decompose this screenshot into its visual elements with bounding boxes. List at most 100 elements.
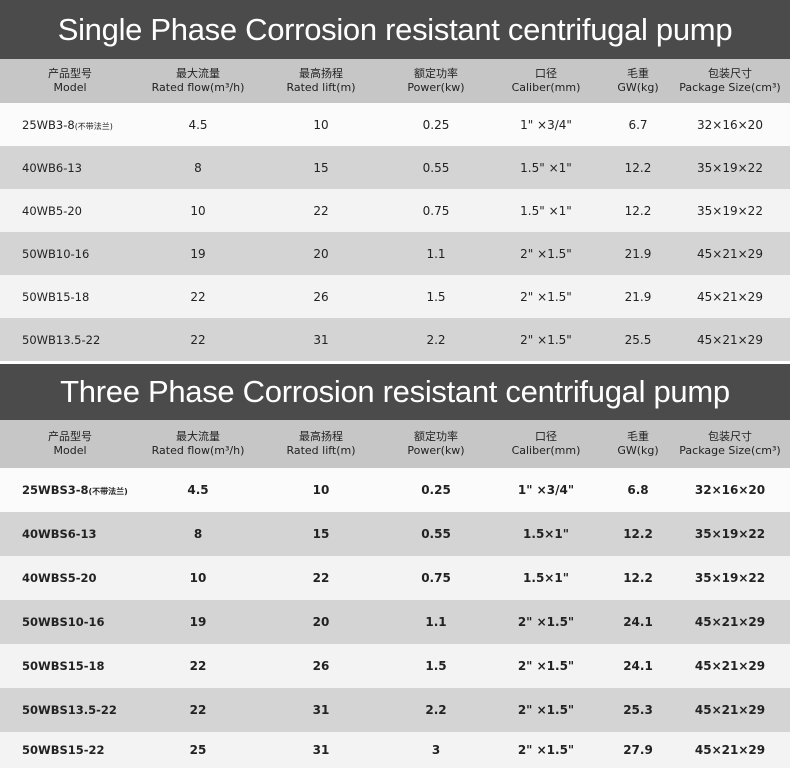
size-cell: 35×19×22 — [670, 189, 790, 232]
model-name: 50WBS10-16 — [22, 615, 105, 629]
gw-cell: 25.3 — [606, 688, 670, 732]
model-cell: 25WBS3-8(不带法兰) — [0, 468, 140, 512]
model-name: 50WB13.5-22 — [22, 332, 101, 347]
column-header: 产品型号 Model — [0, 59, 140, 103]
gw-cell: 12.2 — [606, 189, 670, 232]
table-row: 50WB13.5-22 22 31 2.2 2" ×1.5" 25.5 45×21×29 — [0, 318, 790, 361]
flow-cell: 25 — [140, 732, 256, 768]
column-header-cn: 产品型号 — [48, 67, 92, 80]
flow-cell: 19 — [140, 232, 256, 275]
caliber-cell: 1.5×1" — [486, 556, 606, 600]
size-cell: 32×16×20 — [670, 103, 790, 146]
lift-cell: 26 — [256, 275, 386, 318]
caliber-cell: 2" ×1.5" — [486, 318, 606, 361]
gw-cell: 24.1 — [606, 600, 670, 644]
flow-cell: 4.5 — [140, 468, 256, 512]
model-name: 40WBS5-20 — [22, 571, 97, 585]
column-header-cn: 口径 — [535, 67, 557, 80]
flow-cell: 22 — [140, 275, 256, 318]
three-phase-title: Three Phase Corrosion resistant centrifu… — [0, 364, 790, 420]
caliber-cell: 1.5×1" — [486, 512, 606, 556]
column-header-cn: 毛重 — [627, 430, 649, 443]
table-row: 40WBS6-13 8 15 0.55 1.5×1" 12.2 35×19×22 — [0, 512, 790, 556]
model-name: 50WBS15-22 — [22, 743, 105, 757]
model-cell: 50WB10-16 — [0, 232, 140, 275]
power-cell: 0.25 — [386, 103, 486, 146]
caliber-cell: 2" ×1.5" — [486, 732, 606, 768]
column-header-en: Model — [53, 444, 87, 457]
column-header-en: Rated lift(m) — [286, 81, 356, 94]
gw-cell: 12.2 — [606, 512, 670, 556]
caliber-cell: 1" ×3/4" — [486, 468, 606, 512]
caliber-cell: 2" ×1.5" — [486, 275, 606, 318]
column-header-en: Package Size(cm³) — [679, 444, 781, 457]
header-row: 产品型号 Model 最大流量 Rated flow(m³/h) 最高扬程 Rated l… — [0, 59, 790, 103]
gw-cell: 12.2 — [606, 146, 670, 189]
column-header-en: Package Size(cm³) — [679, 81, 781, 94]
caliber-cell: 2" ×1.5" — [486, 688, 606, 732]
model-cell: 50WBS15-22 — [0, 732, 140, 768]
model-name: 40WB6-13 — [22, 160, 82, 175]
lift-cell: 15 — [256, 146, 386, 189]
power-cell: 1.1 — [386, 600, 486, 644]
flow-cell: 22 — [140, 688, 256, 732]
model-cell: 40WBS5-20 — [0, 556, 140, 600]
column-header-cn: 产品型号 — [48, 430, 92, 443]
column-header: 额定功率 Power(kw) — [386, 59, 486, 103]
model-name: 25WB3-8 — [22, 117, 75, 132]
column-header-en: Rated flow(m³/h) — [151, 444, 245, 457]
model-cell: 40WB6-13 — [0, 146, 140, 189]
column-header-cn: 包装尺寸 — [708, 67, 752, 80]
gw-cell: 12.2 — [606, 556, 670, 600]
column-header: 额定功率 Power(kw) — [386, 420, 486, 468]
flow-cell: 8 — [140, 146, 256, 189]
size-cell: 45×21×29 — [670, 275, 790, 318]
table-row: 40WB5-20 10 22 0.75 1.5" ×1" 12.2 35×19×22 — [0, 189, 790, 232]
lift-cell: 20 — [256, 232, 386, 275]
lift-cell: 10 — [256, 103, 386, 146]
power-cell: 0.25 — [386, 468, 486, 512]
column-header: 毛重 GW(kg) — [606, 420, 670, 468]
power-cell: 2.2 — [386, 688, 486, 732]
model-cell: 50WBS13.5-22 — [0, 688, 140, 732]
gw-cell: 6.7 — [606, 103, 670, 146]
single-phase-title: Single Phase Corrosion resistant centrif… — [0, 0, 790, 59]
size-cell: 45×21×29 — [670, 732, 790, 768]
model-cell: 40WB5-20 — [0, 189, 140, 232]
power-cell: 2.2 — [386, 318, 486, 361]
model-cell: 25WB3-8(不带法兰) — [0, 103, 140, 146]
gw-cell: 24.1 — [606, 644, 670, 688]
power-cell: 0.75 — [386, 556, 486, 600]
size-cell: 35×19×22 — [670, 146, 790, 189]
three-phase-table: 产品型号 Model 最大流量 Rated flow(m³/h) 最高扬程 Rated l… — [0, 420, 790, 768]
column-header: 毛重 GW(kg) — [606, 59, 670, 103]
model-cell: 50WB13.5-22 — [0, 318, 140, 361]
model-name: 40WB5-20 — [22, 203, 82, 218]
column-header: 产品型号 Model — [0, 420, 140, 468]
gw-cell: 25.5 — [606, 318, 670, 361]
table-row: 25WB3-8(不带法兰) 4.5 10 0.25 1" ×3/4" 6.7 32×16×2… — [0, 103, 790, 146]
column-header: 最大流量 Rated flow(m³/h) — [140, 420, 256, 468]
model-note: (不带法兰) — [88, 487, 128, 496]
column-header-en: Caliber(mm) — [511, 81, 581, 94]
lift-cell: 22 — [256, 189, 386, 232]
header-row: 产品型号 Model 最大流量 Rated flow(m³/h) 最高扬程 Rated l… — [0, 420, 790, 468]
flow-cell: 10 — [140, 556, 256, 600]
table-row: 40WB6-13 8 15 0.55 1.5" ×1" 12.2 35×19×22 — [0, 146, 790, 189]
column-header-en: Rated flow(m³/h) — [151, 81, 245, 94]
model-name: 40WBS6-13 — [22, 527, 97, 541]
size-cell: 32×16×20 — [670, 468, 790, 512]
size-cell: 35×19×22 — [670, 556, 790, 600]
column-header-cn: 最大流量 — [176, 430, 220, 443]
column-header-en: Model — [53, 81, 87, 94]
gw-cell: 6.8 — [606, 468, 670, 512]
size-cell: 45×21×29 — [670, 232, 790, 275]
column-header: 最高扬程 Rated lift(m) — [256, 420, 386, 468]
model-note: (不带法兰) — [74, 121, 113, 131]
power-cell: 1.1 — [386, 232, 486, 275]
column-header-cn: 最高扬程 — [299, 430, 343, 443]
caliber-cell: 2" ×1.5" — [486, 600, 606, 644]
model-name: 25WBS3-8 — [22, 483, 89, 497]
column-header-cn: 最高扬程 — [299, 67, 343, 80]
flow-cell: 10 — [140, 189, 256, 232]
